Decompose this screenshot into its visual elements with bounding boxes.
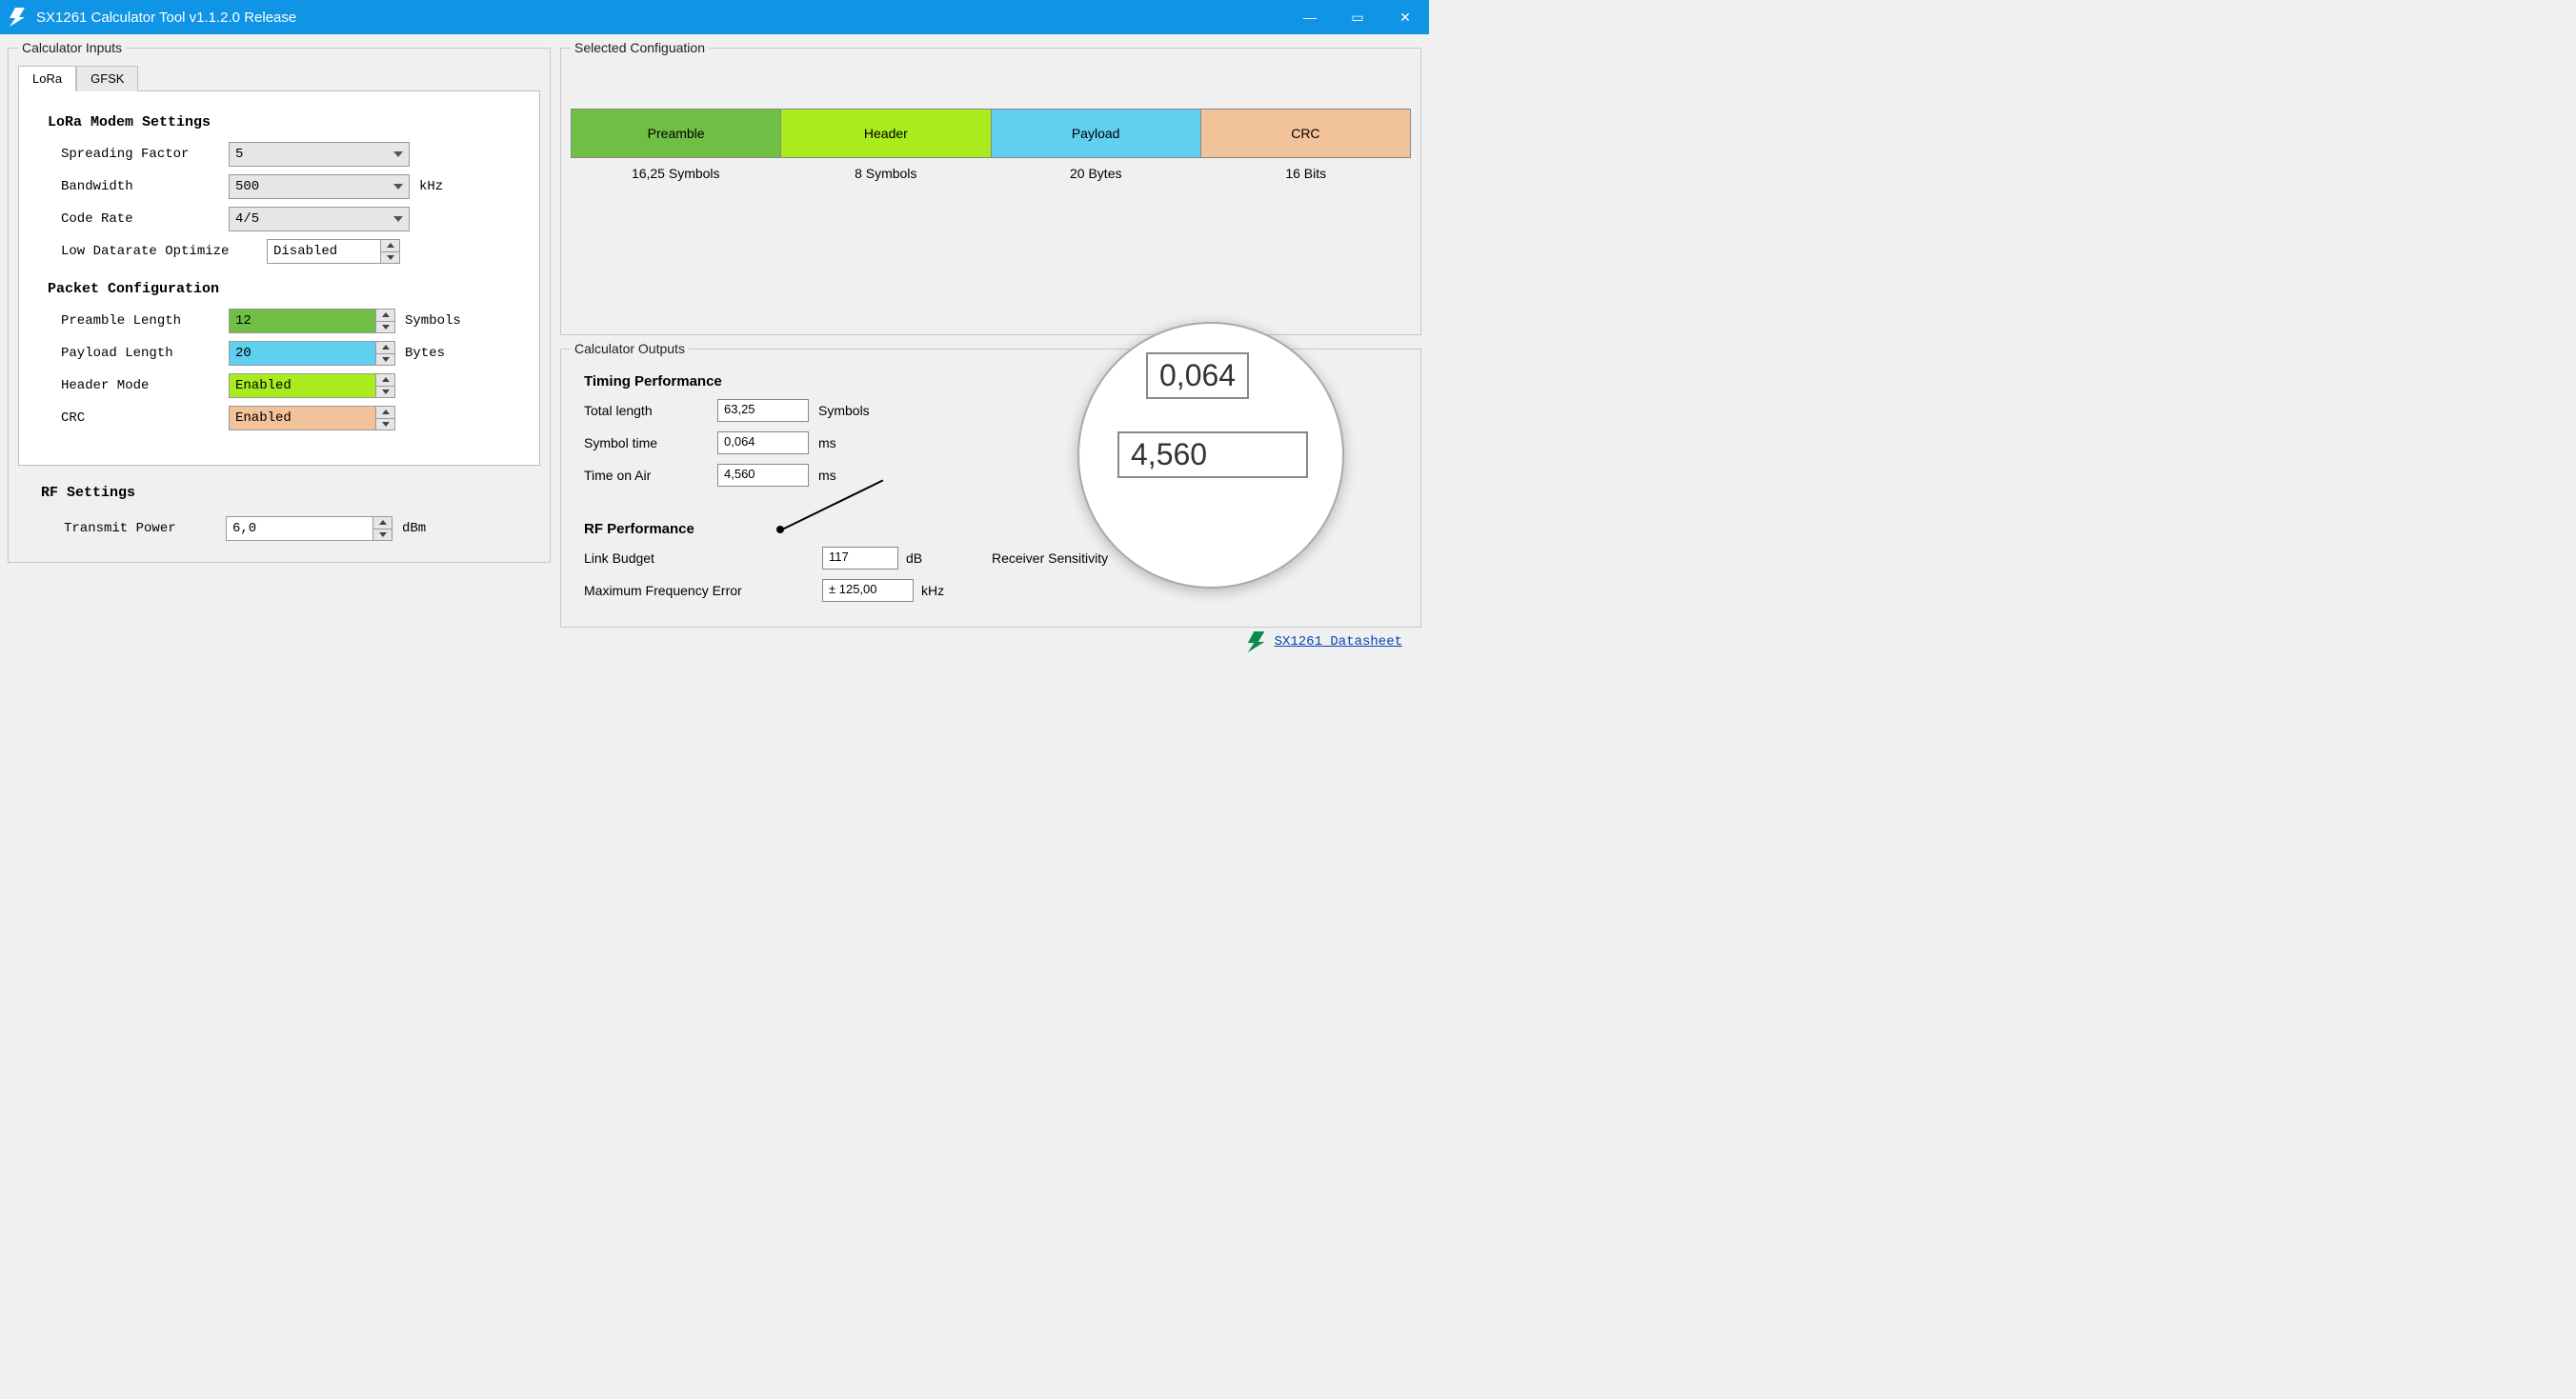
link-budget-unit: dB xyxy=(906,550,954,566)
chevron-down-icon xyxy=(393,151,403,157)
seg-payload-val: 20 Bytes xyxy=(991,166,1201,181)
spin-down-icon[interactable] xyxy=(376,419,394,430)
lora-tab-body: LoRa Modem Settings Spreading Factor 5 B… xyxy=(18,91,540,466)
ldo-spinner[interactable]: Disabled xyxy=(267,239,400,264)
crc-spinner[interactable]: Enabled xyxy=(229,406,395,430)
max-ferr-unit: kHz xyxy=(921,583,969,598)
link-budget-label: Link Budget xyxy=(584,550,822,566)
config-bar: Preamble Header Payload CRC xyxy=(571,109,1411,158)
max-ferr-label: Maximum Frequency Error xyxy=(584,583,822,598)
preamble-unit: Symbols xyxy=(405,313,461,329)
link-budget-value: 117 xyxy=(822,547,898,570)
window-title: SX1261 Calculator Tool v1.1.2.0 Release xyxy=(36,10,1286,26)
payload-unit: Bytes xyxy=(405,346,445,361)
max-ferr-value: ± 125,00 xyxy=(822,579,914,602)
payload-spinner[interactable]: 20 xyxy=(229,341,395,366)
spin-up-icon[interactable] xyxy=(376,310,394,322)
header-spinner[interactable]: Enabled xyxy=(229,373,395,398)
spin-down-icon[interactable] xyxy=(373,530,392,541)
selected-config-group: Selected Configuation Preamble Header Pa… xyxy=(560,40,1421,335)
maximize-button[interactable]: ▭ xyxy=(1334,0,1381,34)
zoom-value-2: 4,560 xyxy=(1117,431,1308,478)
spin-up-icon[interactable] xyxy=(376,374,394,387)
seg-preamble-val: 16,25 Symbols xyxy=(571,166,781,181)
seg-payload: Payload xyxy=(992,110,1201,157)
packet-config-heading: Packet Configuration xyxy=(48,281,520,297)
crc-value: Enabled xyxy=(235,410,292,426)
bw-combo[interactable]: 500 xyxy=(229,174,410,199)
spin-up-icon[interactable] xyxy=(373,517,392,530)
seg-crc: CRC xyxy=(1201,110,1410,157)
symbol-time-label: Symbol time xyxy=(584,435,717,450)
bw-unit: kHz xyxy=(419,179,443,194)
app-window: SX1261 Calculator Tool v1.1.2.0 Release … xyxy=(0,0,1429,658)
zoom-magnifier: 0,064 4,560 xyxy=(1077,322,1344,589)
app-icon xyxy=(8,8,27,27)
sf-label: Spreading Factor xyxy=(48,147,229,162)
bw-label: Bandwidth xyxy=(48,179,229,194)
spin-down-icon[interactable] xyxy=(376,322,394,333)
spin-up-icon[interactable] xyxy=(381,240,399,252)
calculator-outputs-group: Calculator Outputs Timing Performance To… xyxy=(560,341,1421,628)
cr-label: Code Rate xyxy=(48,211,229,227)
toa-value: 4,560 xyxy=(717,464,809,487)
inputs-legend: Calculator Inputs xyxy=(18,40,126,55)
header-label: Header Mode xyxy=(48,378,229,393)
preamble-spinner[interactable]: 12 xyxy=(229,309,395,333)
cr-combo[interactable]: 4/5 xyxy=(229,207,410,231)
bw-value: 500 xyxy=(235,179,259,194)
preamble-value: 12 xyxy=(235,313,252,329)
sf-value: 5 xyxy=(235,147,243,162)
spin-down-icon[interactable] xyxy=(381,252,399,264)
calculator-inputs-group: Calculator Inputs LoRa GFSK LoRa Modem S… xyxy=(8,40,551,563)
payload-label: Payload Length xyxy=(48,346,229,361)
ldo-value: Disabled xyxy=(273,244,337,259)
datasheet-icon xyxy=(1246,631,1267,652)
total-length-unit: Symbols xyxy=(818,403,881,418)
txp-value: 6,0 xyxy=(232,521,256,536)
toa-unit: ms xyxy=(818,468,881,483)
zoom-value-1: 0,064 xyxy=(1146,352,1249,399)
spin-up-icon[interactable] xyxy=(376,342,394,354)
spin-down-icon[interactable] xyxy=(376,387,394,398)
total-length-label: Total length xyxy=(584,403,717,418)
toa-label: Time on Air xyxy=(584,468,717,483)
config-legend: Selected Configuation xyxy=(571,40,709,55)
total-length-value: 63,25 xyxy=(717,399,809,422)
sf-combo[interactable]: 5 xyxy=(229,142,410,167)
footer: SX1261 Datasheet xyxy=(0,630,1429,658)
crc-label: CRC xyxy=(48,410,229,426)
seg-header: Header xyxy=(781,110,991,157)
seg-preamble: Preamble xyxy=(572,110,781,157)
txp-spinner[interactable]: 6,0 xyxy=(226,516,392,541)
tab-gfsk[interactable]: GFSK xyxy=(76,66,138,91)
seg-crc-val: 16 Bits xyxy=(1201,166,1412,181)
ldo-label: Low Datarate Optimize xyxy=(48,244,267,259)
tab-lora[interactable]: LoRa xyxy=(18,66,76,91)
spin-up-icon[interactable] xyxy=(376,407,394,419)
rf-settings-heading: RF Settings xyxy=(41,485,531,501)
minimize-button[interactable]: — xyxy=(1286,0,1334,34)
txp-unit: dBm xyxy=(402,521,426,536)
chevron-down-icon xyxy=(393,216,403,222)
titlebar: SX1261 Calculator Tool v1.1.2.0 Release … xyxy=(0,0,1429,34)
modem-settings-heading: LoRa Modem Settings xyxy=(48,114,520,130)
datasheet-link[interactable]: SX1261 Datasheet xyxy=(1275,634,1402,650)
symbol-time-unit: ms xyxy=(818,435,881,450)
payload-value: 20 xyxy=(235,346,252,361)
preamble-label: Preamble Length xyxy=(48,313,229,329)
outputs-legend: Calculator Outputs xyxy=(571,341,689,356)
seg-header-val: 8 Symbols xyxy=(781,166,992,181)
txp-label: Transmit Power xyxy=(64,521,226,536)
close-button[interactable]: ✕ xyxy=(1381,0,1429,34)
symbol-time-value: 0,064 xyxy=(717,431,809,454)
chevron-down-icon xyxy=(393,184,403,190)
cr-value: 4/5 xyxy=(235,211,259,227)
header-value: Enabled xyxy=(235,378,292,393)
spin-down-icon[interactable] xyxy=(376,354,394,366)
